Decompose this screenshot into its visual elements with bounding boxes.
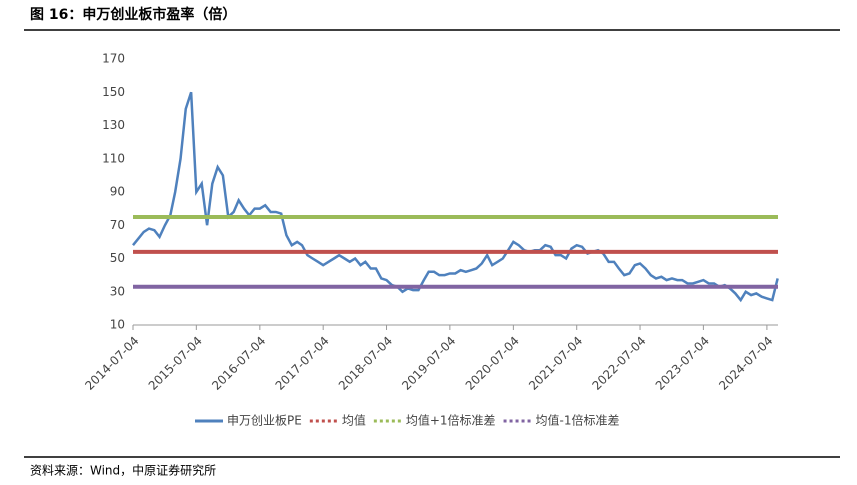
x-tick-label: 2024-07-04 — [716, 334, 775, 393]
source: 资料来源：Wind，中原证券研究所 — [30, 463, 216, 478]
y-tick-label: 110 — [102, 151, 125, 165]
x-tick-label: 2023-07-04 — [653, 334, 712, 393]
x-tick-label: 2020-07-04 — [463, 334, 522, 393]
x-tick-label: 2022-07-04 — [589, 334, 648, 393]
x-tick-label: 2018-07-04 — [336, 334, 395, 393]
y-tick-label: 90 — [110, 185, 125, 199]
y-tick-label: 70 — [110, 218, 125, 232]
y-tick-label: 130 — [102, 118, 125, 132]
legend-label: 申万创业板PE — [227, 414, 302, 428]
x-tick-label: 2015-07-04 — [146, 334, 205, 393]
x-tick-label: 2017-07-04 — [273, 334, 332, 393]
x-tick-label: 2019-07-04 — [399, 334, 458, 393]
series-line — [132, 91, 779, 303]
y-tick-label: 50 — [110, 251, 125, 265]
y-tick-label: 170 — [102, 52, 125, 66]
y-tick-label: 150 — [102, 85, 125, 99]
x-tick-label: 2021-07-04 — [526, 334, 585, 393]
legend-label: 均值+1倍标准差 — [406, 413, 496, 428]
legend-label: 均值-1倍标准差 — [536, 413, 620, 428]
y-tick-label: 30 — [110, 284, 125, 298]
legend-label: 均值 — [342, 413, 366, 428]
y-tick-label: 10 — [110, 318, 125, 332]
x-tick-label: 2016-07-04 — [209, 334, 268, 393]
x-tick-label: 2014-07-04 — [82, 334, 141, 393]
chart-title: 图 16：申万创业板市盈率（倍） — [30, 6, 236, 23]
